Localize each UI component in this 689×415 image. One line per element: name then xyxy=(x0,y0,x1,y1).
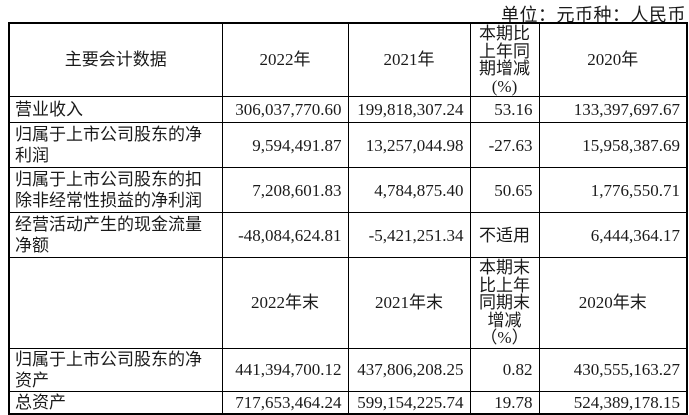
value-end-change: 0.82 xyxy=(469,347,540,392)
value-2022: 7,208,601.83 xyxy=(221,167,349,213)
value-2020: 1,776,550.71 xyxy=(538,167,688,213)
col-header-2021-end: 2021年末 xyxy=(347,257,471,349)
value-yoy: -27.63 xyxy=(469,122,540,168)
col-header-2022: 2022年 xyxy=(221,22,349,97)
col-header-2020: 2020年 xyxy=(538,22,688,97)
value-2021: 13,257,044.98 xyxy=(347,122,471,168)
row-label: 归属于上市公司股东的净利润 xyxy=(8,122,223,168)
value-yoy: 53.16 xyxy=(469,96,540,123)
table-row-net-profit: 归属于上市公司股东的净利润 9,594,491.87 13,257,044.98… xyxy=(8,122,688,168)
value-2020: 133,397,697.67 xyxy=(538,96,688,123)
value-yoy: 不适用 xyxy=(469,212,540,258)
table-row-deducted-net-profit: 归属于上市公司股东的扣除非经常性损益的净利润 7,208,601.83 4,78… xyxy=(8,167,688,213)
table-header-row-annual: 主要会计数据 2022年 2021年 本期比上年同期增减(%) 2020年 xyxy=(8,22,688,97)
value-2022: 9,594,491.87 xyxy=(221,122,349,168)
col-header-2021: 2021年 xyxy=(347,22,471,97)
col-header-2020-end: 2020年末 xyxy=(538,257,688,349)
row-label: 归属于上市公司股东的净资产 xyxy=(8,347,223,392)
value-2021: -5,421,251.34 xyxy=(347,212,471,258)
value-2020-end: 524,389,178.15 xyxy=(538,390,688,414)
value-2022-end: 717,653,464.24 xyxy=(221,390,349,414)
row-label: 经营活动产生的现金流量净额 xyxy=(8,212,223,258)
table-row-revenue: 营业收入 306,037,770.60 199,818,307.24 53.16… xyxy=(8,96,688,123)
row-label: 总资产 xyxy=(8,390,223,414)
row-label: 营业收入 xyxy=(8,96,223,123)
table-row-operating-cash-flow: 经营活动产生的现金流量净额 -48,084,624.81 -5,421,251.… xyxy=(8,212,688,258)
col-header-yoy-change: 本期比上年同期增减(%) xyxy=(469,22,540,97)
col-header-blank xyxy=(8,257,223,349)
value-2021: 199,818,307.24 xyxy=(347,96,471,123)
value-2021-end: 437,806,208.25 xyxy=(347,347,471,392)
value-2020: 6,444,364.17 xyxy=(538,212,688,258)
col-header-2022-end: 2022年末 xyxy=(221,257,349,349)
value-2022: 306,037,770.60 xyxy=(221,96,349,123)
value-2022-end: 441,394,700.12 xyxy=(221,347,349,392)
value-yoy: 50.65 xyxy=(469,167,540,213)
table-row-net-assets: 归属于上市公司股东的净资产 441,394,700.12 437,806,208… xyxy=(8,347,688,392)
col-header-metric: 主要会计数据 xyxy=(8,22,223,97)
value-2021-end: 599,154,225.74 xyxy=(347,390,471,414)
col-header-end-change: 本期末比上年同期末增减（%） xyxy=(469,257,540,349)
value-end-change: 19.78 xyxy=(469,390,540,414)
unit-currency-note: 单位：元币种：人民币 xyxy=(501,5,686,25)
table-header-row-year-end: 2022年末 2021年末 本期末比上年同期末增减（%） 2020年末 xyxy=(8,257,688,349)
value-2021: 4,784,875.40 xyxy=(347,167,471,213)
accounting-data-table: 主要会计数据 2022年 2021年 本期比上年同期增减(%) 2020年 营业… xyxy=(8,22,688,415)
row-label: 归属于上市公司股东的扣除非经常性损益的净利润 xyxy=(8,167,223,213)
table-row-total-assets: 总资产 717,653,464.24 599,154,225.74 19.78 … xyxy=(8,390,688,414)
value-2020: 15,958,387.69 xyxy=(538,122,688,168)
value-2022: -48,084,624.81 xyxy=(221,212,349,258)
value-2020-end: 430,555,163.27 xyxy=(538,347,688,392)
